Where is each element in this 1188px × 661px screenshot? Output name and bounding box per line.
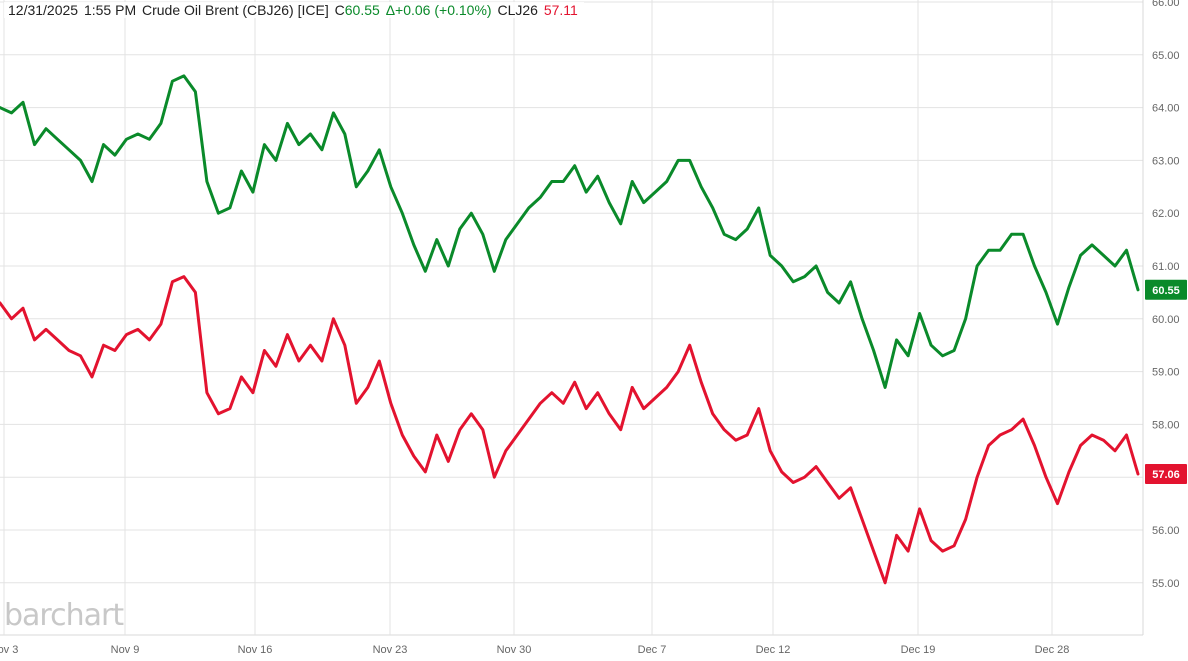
series-layer — [0, 74, 1140, 585]
chart-header: 12/31/2025 1:55 PM Crude Oil Brent (CBJ2… — [4, 2, 584, 18]
header-date: 12/31/2025 — [8, 2, 79, 18]
y-tick-label: 58.00 — [1152, 419, 1180, 431]
y-tick-label: 61.00 — [1152, 261, 1180, 273]
y-tick-label: 55.00 — [1152, 578, 1180, 590]
x-axis: Nov 3 Nov 9 Nov 16 Nov 23 Nov 30 Dec 7 Dec 12 D… — [0, 644, 1069, 656]
x-tick-label: Dec 7 — [638, 644, 667, 656]
y-tick-label: 56.00 — [1152, 525, 1180, 537]
badge-background — [1145, 279, 1187, 300]
last-price-badges: 60.55 57.06 — [1145, 279, 1187, 485]
y-axis: 55.0056.0057.0058.0059.0060.0061.0062.00… — [1152, 0, 1180, 590]
header-close-prefix: C — [334, 2, 345, 18]
x-tick-label: Nov 16 — [238, 644, 273, 656]
y-tick-label: 60.00 — [1152, 314, 1180, 326]
x-tick-label: Dec 28 — [1035, 644, 1070, 656]
last-price-badge-2: 57.06 — [1145, 464, 1187, 485]
y-tick-label: 59.00 — [1152, 367, 1180, 379]
last-price-badge-1: 60.55 — [1145, 279, 1187, 300]
header-instrument: Crude Oil Brent (CBJ26) [ICE] — [142, 2, 329, 18]
x-tick-label: Nov 9 — [111, 644, 140, 656]
badge-label: 57.06 — [1152, 469, 1180, 481]
badge-background — [1145, 464, 1187, 485]
header-time: 1:55 PM — [83, 2, 137, 18]
grid-layer — [0, 0, 1144, 636]
header-change: Δ+0.06 (+0.10%) — [385, 2, 492, 18]
y-tick-label: 65.00 — [1152, 50, 1180, 62]
barchart-logo: barchart — [4, 598, 124, 633]
y-tick-label: 63.00 — [1152, 155, 1180, 167]
x-tick-label: Nov 3 — [0, 644, 18, 656]
badge-label: 60.55 — [1152, 285, 1180, 297]
header-compare-symbol: CLJ26 — [497, 2, 538, 18]
x-tick-label: Dec 12 — [756, 644, 791, 656]
y-tick-label: 62.00 — [1152, 208, 1180, 220]
x-tick-label: Nov 30 — [497, 644, 532, 656]
header-close-value: 60.55 — [344, 2, 380, 18]
y-tick-label: 64.00 — [1152, 103, 1180, 115]
x-tick-label: Nov 23 — [373, 644, 408, 656]
x-tick-label: Dec 19 — [901, 644, 936, 656]
y-tick-label: 66.00 — [1152, 0, 1180, 9]
series-line-2 — [0, 275, 1140, 585]
series-line-1 — [0, 74, 1140, 389]
header-compare-value: 57.11 — [543, 2, 578, 18]
